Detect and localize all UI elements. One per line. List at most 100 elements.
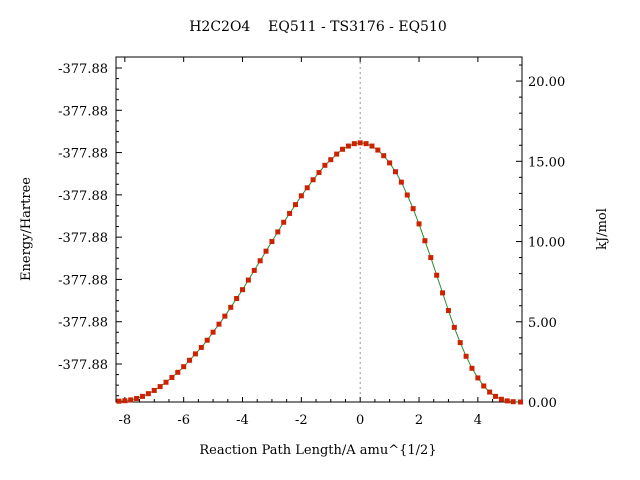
data-point [475, 375, 481, 381]
data-point [157, 384, 163, 390]
data-point [275, 229, 281, 235]
x-tick-label: 0 [356, 413, 364, 428]
data-point [451, 324, 457, 330]
data-point [257, 258, 263, 264]
data-point [369, 143, 375, 149]
data-point [292, 202, 298, 208]
data-point [487, 389, 493, 395]
y-left-axis-label: Energy/Hartree [19, 177, 34, 281]
y-left-tick-label: -377.88 [58, 316, 108, 331]
y-left-tick-label: -377.88 [58, 231, 108, 246]
chart-title: H2C2O4 EQ511 - TS3176 - EQ510 [189, 19, 447, 35]
data-point [328, 157, 334, 163]
y-right-tick-label: 5.00 [528, 316, 557, 331]
data-point [445, 308, 451, 314]
data-point [387, 160, 393, 166]
y-right-axis-ticks: 0.00 5.00 10.00 15.00 20.00 [516, 64, 565, 411]
x-tick-label: 2 [415, 413, 423, 428]
data-point [145, 391, 151, 397]
data-point [504, 398, 510, 404]
y-left-tick-label: -377.88 [58, 147, 108, 162]
data-point [216, 321, 222, 327]
x-tick-label: -8 [118, 413, 131, 428]
data-point [463, 353, 469, 359]
data-point [316, 170, 322, 176]
data-point [310, 177, 316, 183]
y-left-tick-label: -377.88 [58, 189, 108, 204]
data-point [469, 365, 475, 371]
data-point [210, 329, 216, 335]
data-point [322, 162, 328, 168]
data-point [416, 221, 422, 227]
data-point [181, 364, 187, 370]
data-point [228, 304, 234, 310]
data-point [245, 277, 251, 283]
data-point [204, 337, 210, 343]
data-point [163, 379, 169, 385]
energy-profile-line [118, 142, 521, 403]
data-point [345, 143, 351, 149]
data-point [151, 387, 157, 393]
data-point [493, 393, 499, 399]
y-right-tick-label: 20.00 [528, 75, 565, 90]
data-point [169, 374, 175, 380]
data-point [510, 399, 516, 405]
y-left-tick-label: -377.88 [58, 358, 108, 373]
y-right-tick-label: 0.00 [528, 396, 557, 411]
data-point [334, 151, 340, 157]
y-right-axis-label: kJ/mol [595, 208, 610, 250]
data-point [240, 287, 246, 293]
data-point [263, 248, 269, 254]
data-point [281, 219, 287, 225]
data-point [298, 193, 304, 199]
data-point [392, 169, 398, 175]
data-point [340, 146, 346, 152]
data-point [116, 398, 122, 404]
data-point [287, 210, 293, 216]
y-right-tick-label: 10.00 [528, 236, 565, 251]
x-axis-ticks: -8 -6 -4 -2 0 2 4 [118, 57, 508, 428]
data-point [363, 141, 369, 147]
x-tick-label: -2 [295, 413, 308, 428]
y-left-tick-label: -377.88 [58, 273, 108, 288]
y-left-tick-label: -377.88 [58, 104, 108, 119]
y-right-tick-label: 15.00 [528, 155, 565, 170]
data-point [404, 192, 410, 198]
data-point [175, 369, 181, 375]
energy-profile-points [116, 140, 524, 405]
data-point [198, 344, 204, 350]
data-point [122, 398, 128, 404]
data-point [375, 147, 381, 153]
x-axis-label: Reaction Path Length/A amu^{1/2} [199, 443, 436, 458]
data-point [234, 296, 240, 301]
x-tick-label: 4 [474, 413, 482, 428]
data-point [357, 140, 363, 146]
data-point [134, 395, 140, 401]
data-point [498, 396, 504, 402]
y-left-tick-label: -377.88 [58, 62, 108, 77]
data-point [139, 393, 145, 399]
data-point [222, 313, 228, 319]
data-point [518, 399, 524, 405]
data-point [251, 267, 257, 273]
data-point [381, 153, 387, 159]
data-point [192, 351, 198, 357]
data-point [410, 206, 416, 212]
data-point [440, 290, 446, 296]
data-point [398, 179, 404, 185]
data-point [428, 255, 434, 261]
data-point [422, 238, 428, 244]
y-left-axis-ticks: -377.88 -377.88 -377.88 -377.88 -377.88 -377.… [58, 62, 122, 397]
plot-frame [115, 56, 523, 403]
x-tick-label: -4 [236, 413, 249, 428]
data-point [128, 397, 134, 403]
data-point [187, 357, 193, 363]
x-tick-label: -6 [177, 413, 190, 428]
data-point [457, 340, 463, 346]
data-point [434, 272, 440, 278]
data-point [269, 239, 275, 245]
data-point [351, 141, 357, 147]
data-point [304, 185, 310, 191]
data-point [481, 383, 487, 389]
